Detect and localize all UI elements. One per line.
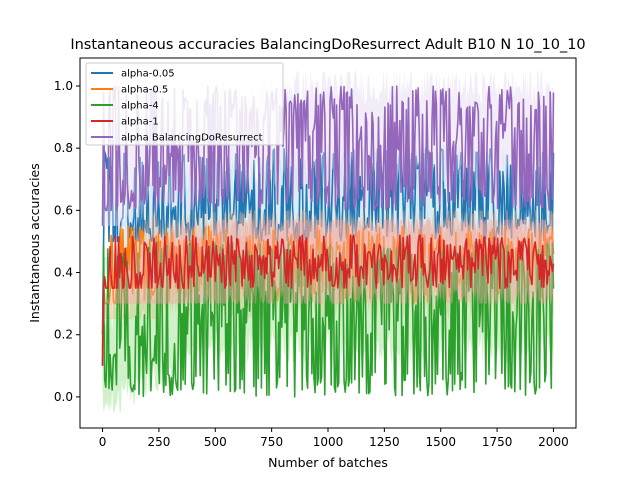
legend-box bbox=[85, 62, 284, 146]
series-line-2 bbox=[101, 241, 555, 398]
x-tick-label-4: 1000 bbox=[313, 435, 344, 449]
y-tick-label-0: 0.0 bbox=[54, 390, 73, 404]
series-3 bbox=[101, 219, 555, 366]
series-line-3 bbox=[101, 234, 555, 366]
x-axis-label: Number of batches bbox=[268, 455, 388, 470]
series-2 bbox=[101, 241, 555, 413]
y-tick-label-1: 0.2 bbox=[54, 328, 73, 342]
x-tick-label-5: 1250 bbox=[369, 435, 400, 449]
y-tick-label-2: 0.4 bbox=[54, 266, 73, 280]
y-tick-label-5: 1.0 bbox=[54, 79, 73, 93]
legend-entry-4: alpha BalancingDoResurrect bbox=[121, 133, 263, 144]
x-tick-label-1: 250 bbox=[147, 435, 170, 449]
legend: alpha-0.05 alpha-0.5 alpha-4 alpha-1 alpha B… bbox=[85, 62, 284, 146]
x-axis: 0 250 500 750 1000 1250 1500 1750 2000 bbox=[99, 428, 569, 449]
legend-entry-1: alpha-0.5 bbox=[121, 85, 168, 96]
plot-area bbox=[101, 70, 555, 413]
y-axis-label: Instantaneous accuracies bbox=[27, 163, 42, 323]
x-tick-label-3: 750 bbox=[260, 435, 283, 449]
series-0 bbox=[101, 142, 555, 335]
y-tick-label-3: 0.6 bbox=[54, 203, 73, 217]
legend-entry-0: alpha-0.05 bbox=[121, 69, 175, 80]
y-axis: 0.0 0.2 0.4 0.6 0.8 1.0 bbox=[54, 79, 80, 404]
series-line-4 bbox=[101, 85, 555, 226]
legend-entry-3: alpha-1 bbox=[121, 117, 159, 128]
x-tick-label-6: 1500 bbox=[425, 435, 456, 449]
y-tick-label-4: 0.8 bbox=[54, 141, 73, 155]
legend-entry-2: alpha-4 bbox=[121, 101, 159, 112]
series-line-0 bbox=[101, 147, 555, 335]
x-tick-label-7: 1750 bbox=[482, 435, 513, 449]
x-tick-label-0: 0 bbox=[99, 435, 107, 449]
x-tick-label-2: 500 bbox=[204, 435, 227, 449]
chart-title: Instantaneous accuracies BalancingDoResu… bbox=[70, 37, 585, 53]
x-tick-label-8: 2000 bbox=[538, 435, 569, 449]
